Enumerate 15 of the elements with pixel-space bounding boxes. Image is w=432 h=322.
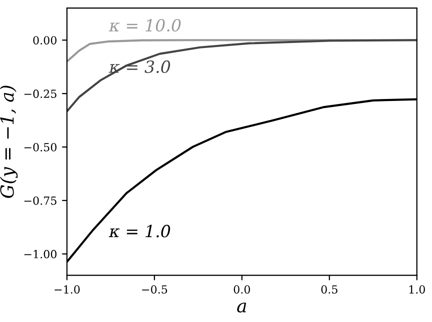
- y-tick-label: −0.75: [24, 196, 56, 205]
- x-tick-label: −1.0: [54, 285, 80, 294]
- series-label: κ = 10.0: [108, 18, 181, 32]
- line-series: [66, 39, 417, 112]
- x-axis-title: a: [237, 302, 246, 313]
- y-tick-label: 0.00: [33, 36, 56, 44]
- x-tick-label: −0.5: [142, 285, 168, 294]
- series-label: κ = 1.0: [108, 224, 170, 238]
- x-tick-label: 0.0: [234, 285, 250, 294]
- y-axis-title: G(y = −1, a): [0, 86, 18, 198]
- x-tick-label: 1.0: [409, 285, 425, 294]
- y-tick-label: −1.00: [24, 250, 56, 258]
- x-tick-label: 0.5: [321, 285, 338, 294]
- y-tick-label: −0.25: [24, 90, 56, 98]
- y-tick-label: −0.50: [24, 143, 56, 152]
